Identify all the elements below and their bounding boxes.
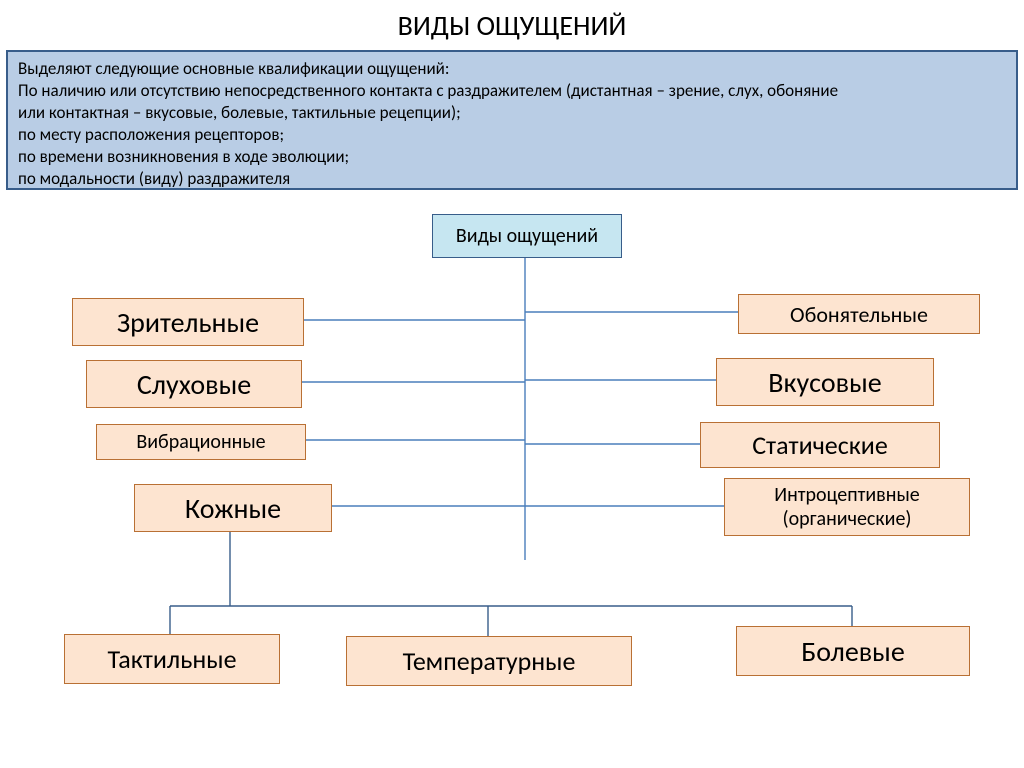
intro-line: или контактная – вкусовые, болевые, такт…	[18, 102, 1006, 124]
node-olfactory: Обонятельные	[738, 294, 980, 334]
page-title: ВИДЫ ОЩУЩЕНИЙ	[0, 8, 1024, 43]
intro-line: По наличию или отсутствию непосредственн…	[18, 80, 1006, 102]
intro-line: по модальности (виду) раздражителя	[18, 168, 1006, 190]
intro-line: по месту расположения рецепторов;	[18, 124, 1006, 146]
node-taste: Вкусовые	[716, 358, 934, 406]
node-vision: Зрительные	[72, 298, 304, 346]
node-vibration: Вибрационные	[96, 424, 306, 460]
node-skin: Кожные	[134, 484, 332, 532]
node-root: Виды ощущений	[432, 214, 622, 258]
intro-line: Выделяют следующие основные квалификации…	[18, 58, 1006, 80]
node-intero: Интроцептивные (органические)	[724, 478, 970, 536]
node-hearing: Слуховые	[86, 360, 302, 408]
node-static: Статические	[700, 422, 940, 468]
node-pain: Болевые	[736, 626, 970, 676]
intro-line: по времени возникновения в ходе эволюции…	[18, 146, 1006, 168]
node-temp: Температурные	[346, 636, 632, 686]
intro-box: Выделяют следующие основные квалификации…	[6, 50, 1018, 190]
node-tactile: Тактильные	[64, 634, 280, 684]
